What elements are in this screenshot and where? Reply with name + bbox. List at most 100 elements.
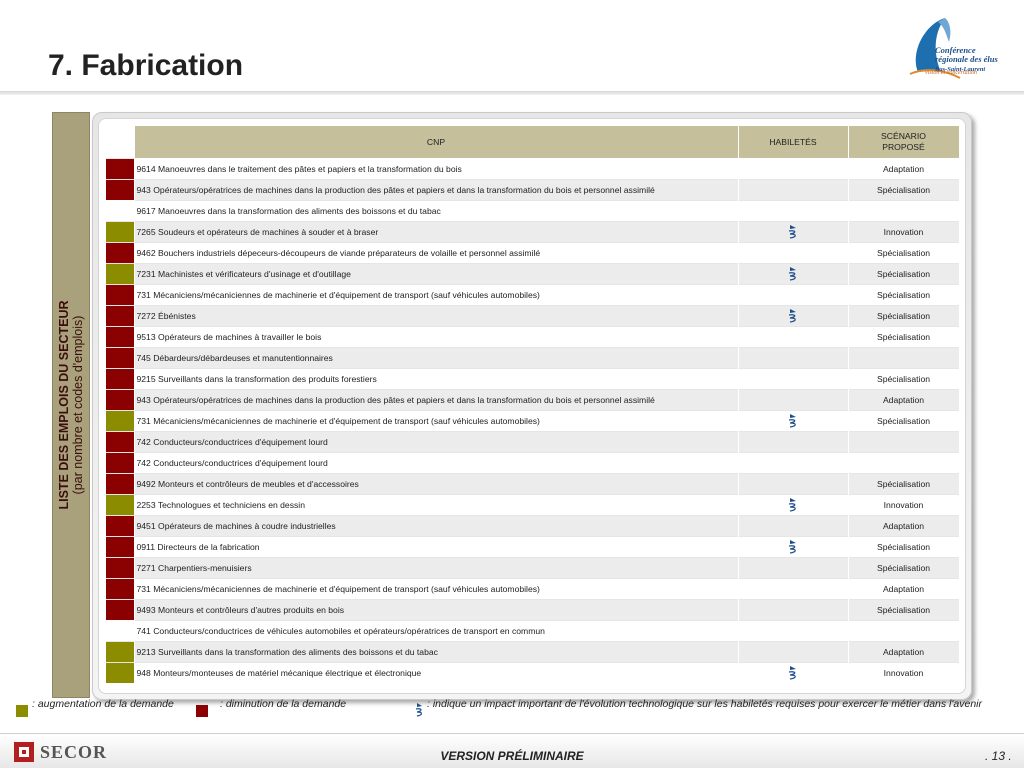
skills-cell — [737, 221, 849, 243]
cnp-cell: 742 Conducteurs/conductrices d'équipemen… — [133, 431, 739, 453]
table-row: 943 Opérateurs/opératrices de machines d… — [106, 179, 960, 201]
cnp-cell: 7271 Charpentiers-menuisiers — [133, 557, 739, 579]
scenario-cell: Spécialisation — [847, 410, 960, 432]
increase-indicator — [106, 221, 135, 243]
secor-brand: SECOR — [40, 742, 108, 762]
decrease-indicator — [106, 389, 135, 411]
skills-cell — [737, 536, 849, 558]
cnp-cell: 731 Mécaniciens/mécaniciennes de machine… — [133, 410, 739, 432]
skills-cell — [737, 515, 849, 537]
scenario-cell: Spécialisation — [847, 536, 960, 558]
table-row: 741 Conducteurs/conductrices de véhicule… — [106, 620, 960, 642]
page-title: 7. Fabrication — [48, 49, 244, 82]
table-row: 948 Monteurs/monteuses de matériel mécan… — [106, 662, 960, 683]
scenario-cell — [847, 431, 960, 453]
cnp-cell: 943 Opérateurs/opératrices de machines d… — [133, 389, 739, 411]
cnp-cell: 7272 Ébénistes — [133, 305, 739, 327]
skills-cell — [737, 578, 849, 600]
table-row: 742 Conducteurs/conductrices d'équipemen… — [106, 452, 960, 474]
table-row: 7272 Ébénistes Spécialisation — [106, 305, 960, 327]
scenario-cell: Spécialisation — [847, 305, 960, 327]
tech-impact-icon — [415, 703, 423, 717]
cnp-cell: 9492 Monteurs et contrôleurs de meubles … — [133, 473, 739, 495]
skills-cell — [737, 473, 849, 495]
skills-cell — [737, 179, 849, 201]
decrease-indicator — [106, 347, 135, 369]
skills-cell — [737, 662, 849, 683]
skills-cell — [737, 158, 849, 180]
no-indicator — [106, 200, 135, 222]
scenario-cell: Spécialisation — [847, 473, 960, 495]
table-row: 943 Opérateurs/opératrices de machines d… — [106, 389, 960, 411]
decrease-indicator — [106, 242, 135, 264]
decrease-indicator — [106, 368, 135, 390]
scenario-cell: Innovation — [847, 494, 960, 516]
table-row: 731 Mécaniciens/mécaniciennes de machine… — [106, 284, 960, 306]
cnp-cell: 2253 Technologues et techniciens en dess… — [133, 494, 739, 516]
scenario-header: SCÉNARIO PROPOSÉ — [847, 125, 960, 159]
decrease-indicator — [106, 431, 135, 453]
cnp-cell: 7231 Machinistes et vérificateurs d'usin… — [133, 263, 739, 285]
tech-impact-icon — [787, 225, 799, 239]
skills-cell — [737, 410, 849, 432]
tech-impact-icon — [787, 498, 799, 512]
no-indicator — [106, 620, 135, 642]
cnp-cell: 9513 Opérateurs de machines à travailler… — [133, 326, 739, 348]
cnp-cell: 9462 Bouchers industriels dépeceurs-déco… — [133, 242, 739, 264]
cnp-cell: 742 Conducteurs/conductrices d'équipemen… — [133, 452, 739, 474]
decrease-indicator — [106, 305, 135, 327]
scenario-cell — [847, 452, 960, 474]
table-row: 0911 Directeurs de la fabrication Spécial… — [106, 536, 960, 558]
sidebar-subtitle: (par nombre et codes d'emplois) — [71, 315, 85, 495]
cnp-cell: 948 Monteurs/monteuses de matériel mécan… — [133, 662, 739, 683]
increase-swatch — [16, 705, 28, 717]
decrease-indicator — [106, 536, 135, 558]
table-row: 9614 Manoeuvres dans le traitement des p… — [106, 158, 960, 180]
scenario-cell: Adaptation — [847, 515, 960, 537]
table-row: 9213 Surveillants dans la transformation… — [106, 641, 960, 663]
tech-impact-icon — [787, 666, 799, 680]
decrease-indicator — [106, 557, 135, 579]
skills-cell — [737, 368, 849, 390]
table-row: 7231 Machinistes et vérificateurs d'usin… — [106, 263, 960, 285]
skills-cell — [737, 242, 849, 264]
logo-tagline: vision et concertation — [925, 70, 977, 76]
sidebar-panel — [52, 112, 90, 698]
table-row: 7271 Charpentiers-menuisiers Spécialisati… — [106, 557, 960, 579]
cnp-cell: 943 Opérateurs/opératrices de machines d… — [133, 179, 739, 201]
skills-cell — [737, 557, 849, 579]
skills-cell — [737, 494, 849, 516]
table-row: 9215 Surveillants dans la transformation… — [106, 368, 960, 390]
increase-indicator — [106, 662, 135, 683]
scenario-cell: Spécialisation — [847, 599, 960, 621]
scenario-cell — [847, 620, 960, 642]
sidebar-label: LISTE DES EMPLOIS DU SECTEUR (par nombre… — [57, 300, 85, 509]
decrease-indicator — [106, 326, 135, 348]
table-row: 9617 Manoeuvres dans la transformation d… — [106, 200, 960, 222]
scenario-cell: Innovation — [847, 221, 960, 243]
scenario-cell — [847, 200, 960, 222]
skills-cell — [737, 200, 849, 222]
decrease-indicator — [106, 284, 135, 306]
scenario-cell: Innovation — [847, 662, 960, 683]
increase-indicator — [106, 263, 135, 285]
title-divider — [0, 91, 1024, 95]
skills-cell — [737, 641, 849, 663]
cnp-cell: 731 Mécaniciens/mécaniciennes de machine… — [133, 284, 739, 306]
version-label: VERSION PRÉLIMINAIRE — [440, 749, 584, 763]
skills-header: HABILETÉS — [737, 125, 849, 159]
decrease-indicator — [106, 578, 135, 600]
table-row: 731 Mécaniciens/mécaniciennes de machine… — [106, 578, 960, 600]
scenario-cell: Adaptation — [847, 578, 960, 600]
increase-indicator — [106, 410, 135, 432]
cnp-cell: 9451 Opérateurs de machines à coudre ind… — [133, 515, 739, 537]
skills-cell — [737, 347, 849, 369]
table-row: 9493 Monteurs et contrôleurs d'autres pr… — [106, 599, 960, 621]
skills-cell — [737, 284, 849, 306]
cnp-cell: 0911 Directeurs de la fabrication — [133, 536, 739, 558]
cnp-cell: 9614 Manoeuvres dans le traitement des p… — [133, 158, 739, 180]
cnp-cell: 9213 Surveillants dans la transformation… — [133, 641, 739, 663]
jobs-table: CNP HABILETÉS SCÉNARIO PROPOSÉ 9614 Manoe… — [106, 125, 960, 683]
table-row: 9492 Monteurs et contrôleurs de meubles … — [106, 473, 960, 495]
sidebar-title: LISTE DES EMPLOIS DU SECTEUR — [57, 300, 71, 510]
